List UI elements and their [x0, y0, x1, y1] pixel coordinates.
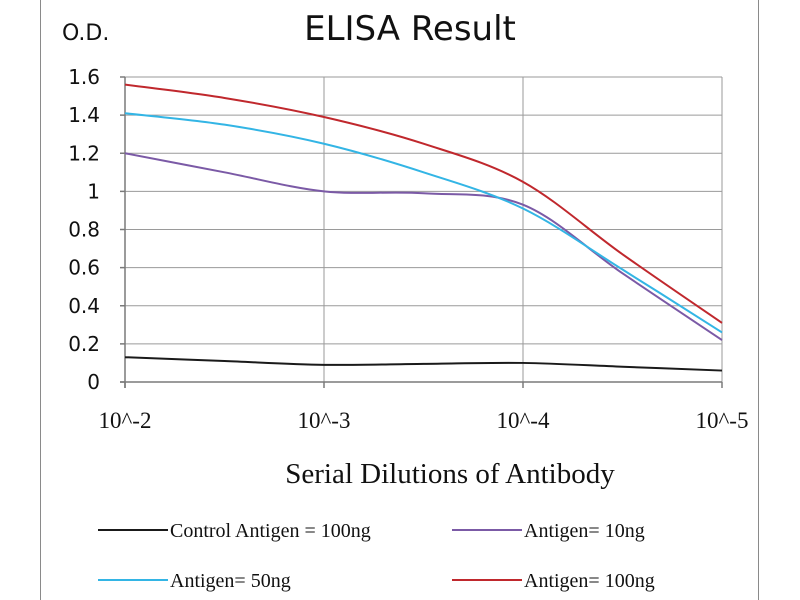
chart-title: ELISA Result	[304, 9, 516, 49]
x-tick-labels: 10^-2 10^-3 10^-4 10^-5	[99, 408, 749, 433]
x-tick-label: 10^-2	[99, 408, 152, 433]
x-tick-label: 10^-5	[696, 408, 749, 433]
legend-label: Control Antigen = 100ng	[170, 520, 371, 542]
y-tick-label: 1	[87, 179, 100, 203]
y-tick-label: 0.8	[68, 218, 100, 242]
legend-label: Antigen= 100ng	[524, 570, 655, 592]
y-tick-label: 0	[87, 370, 100, 394]
x-tick-label: 10^-4	[497, 408, 550, 433]
x-axis-label: Serial Dilutions of Antibody	[285, 458, 615, 490]
x-tick-label: 10^-3	[298, 408, 351, 433]
series-line	[124, 112, 723, 334]
y-tick-label: 1.6	[68, 65, 100, 89]
y-axis-label: O.D.	[62, 21, 109, 46]
series-lines	[124, 83, 723, 372]
axes	[120, 76, 723, 388]
legend: Control Antigen = 100ng Antigen= 10ng Anti…	[98, 520, 655, 592]
series-line	[124, 356, 723, 372]
y-tick-label: 0.6	[68, 256, 100, 280]
series-line	[124, 83, 723, 324]
legend-label: Antigen= 10ng	[524, 520, 645, 542]
y-tick-label: 0.4	[68, 294, 100, 318]
y-tick-labels: 0 0.2 0.4 0.6 0.8 1 1.2 1.4 1.6	[68, 65, 100, 394]
legend-label: Antigen= 50ng	[170, 570, 291, 592]
y-tick-label: 1.2	[68, 141, 100, 165]
y-tick-label: 0.2	[68, 332, 100, 356]
series-line	[124, 152, 723, 341]
chart-frame	[40, 0, 759, 600]
y-tick-label: 1.4	[68, 103, 100, 127]
